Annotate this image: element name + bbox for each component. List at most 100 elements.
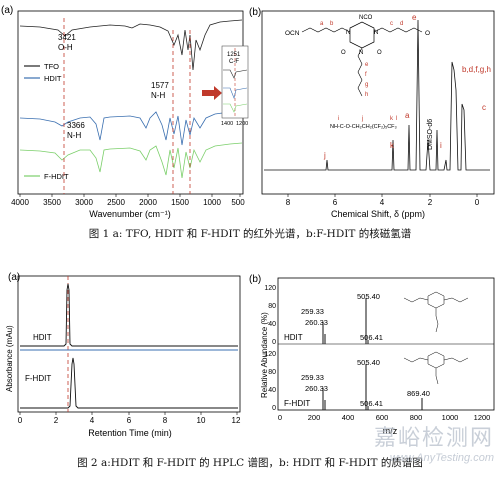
ms-bot-260: 260.33 bbox=[305, 384, 328, 393]
ms-ytick: 0 bbox=[272, 339, 276, 346]
nmr-xtick: 4 bbox=[380, 198, 385, 207]
struct-chain: NH-C-O-CH₂CH₂(CF₂)₅CF₃ bbox=[330, 124, 397, 130]
hplc-trace-fhdit bbox=[20, 357, 238, 409]
ir-xtick: 3000 bbox=[75, 198, 93, 207]
nmr-peak-a: a bbox=[405, 111, 410, 120]
ir-inset-1251: 1251 bbox=[227, 52, 241, 58]
ms-ytick: 40 bbox=[268, 321, 276, 328]
struct-l: l bbox=[396, 116, 397, 122]
ms-ytick: 80 bbox=[268, 303, 276, 310]
nmr-solvent: DMSO-d6 bbox=[427, 119, 434, 150]
struct-h: h bbox=[365, 92, 368, 98]
struct-o-left: O bbox=[341, 50, 346, 56]
ms-yticks: 120 80 40 0 120 80 40 0 bbox=[264, 285, 276, 412]
struct-f: f bbox=[365, 72, 367, 78]
nmr-xtick: 8 bbox=[286, 198, 291, 207]
struct-b: b bbox=[330, 21, 334, 27]
nmr-peak-bdfgh: b,d,f,g,h bbox=[462, 65, 491, 74]
ir-legend-hdit: HDIT bbox=[44, 74, 62, 83]
ir-trace-tfo bbox=[19, 19, 243, 71]
ms-xtick: 1200 bbox=[474, 413, 491, 422]
ms-ytick: 40 bbox=[268, 387, 276, 394]
ir-inset-tick-1200: 1200 bbox=[236, 121, 248, 127]
hplc-xtick: 2 bbox=[54, 416, 59, 425]
nmr-spectrum bbox=[264, 19, 490, 171]
struct-nco: O bbox=[425, 30, 430, 37]
fig1-panel-b: (b) NCO O O N N N OCN O a b c d e f g h … bbox=[249, 7, 495, 219]
ms-xtick: 800 bbox=[410, 413, 423, 422]
struct-k: k bbox=[390, 116, 394, 122]
ms-ytick: 0 bbox=[272, 405, 276, 412]
struct-n2: N bbox=[374, 30, 378, 36]
struct-e: e bbox=[365, 62, 369, 68]
fig1a-frame bbox=[17, 10, 244, 195]
fig2a-frame bbox=[17, 275, 241, 413]
ms-ytick: 120 bbox=[264, 351, 276, 358]
hplc-label-hdit: HDIT bbox=[33, 333, 52, 342]
ir-anno-3421: 3421 bbox=[58, 33, 76, 42]
nmr-peak-j: j bbox=[323, 151, 326, 160]
struct-o-right: O bbox=[377, 50, 382, 56]
ms-bot-259: 259.33 bbox=[301, 373, 324, 382]
struct-n1: N bbox=[346, 30, 350, 36]
ir-xticks: 4000 3500 3000 2500 2000 1500 1000 500 bbox=[11, 194, 245, 207]
hplc-xlabel: Retention Time (min) bbox=[88, 428, 172, 438]
ir-inset-cf: C-F bbox=[229, 59, 239, 65]
ms-xtick: 200 bbox=[308, 413, 321, 422]
ms-ytick: 120 bbox=[264, 285, 276, 292]
hplc-xtick: 0 bbox=[18, 416, 23, 425]
hplc-xtick: 12 bbox=[232, 416, 241, 425]
ms-xtick: 1000 bbox=[442, 413, 459, 422]
isocyanurate-structure: NCO O O N N N OCN O a b c d e f g h i j … bbox=[285, 15, 430, 130]
ir-xtick: 500 bbox=[231, 198, 245, 207]
ir-xtick: 3500 bbox=[43, 198, 61, 207]
hplc-label-fhdit: F-HDIT bbox=[25, 374, 51, 383]
ms-top-sticks bbox=[322, 298, 369, 344]
ir-xtick: 2000 bbox=[139, 198, 157, 207]
ir-legend-fhdit: F-HDIT bbox=[44, 172, 69, 181]
ms-structure-bottom-icon bbox=[403, 351, 469, 385]
fig2a-label: (a) bbox=[8, 272, 20, 283]
nmr-xticks: 8 6 4 2 0 bbox=[286, 194, 480, 207]
figure1-caption: 图 1 a: TFO, HDIT 和 F-HDIT 的红外光谱，b:F-HDIT… bbox=[88, 228, 412, 240]
ir-anno-oh: O-H bbox=[58, 43, 73, 52]
ms-top-259: 259.33 bbox=[301, 307, 324, 316]
ms-bot-506: 506.41 bbox=[360, 399, 383, 408]
ms-xtick: 0 bbox=[278, 413, 282, 422]
struct-c: c bbox=[390, 21, 393, 27]
ms-structure-top-icon bbox=[403, 291, 469, 333]
inset-arrow-icon bbox=[202, 86, 222, 100]
ms-xlabel: m/z bbox=[383, 426, 398, 436]
ms-ytick: 80 bbox=[268, 369, 276, 376]
fig2-panel-a: (a) Absorbance (mAu) HDIT F-HDIT 0 2 4 6… bbox=[5, 272, 241, 438]
ir-xtick: 1500 bbox=[171, 198, 189, 207]
ms-xtick: 400 bbox=[342, 413, 355, 422]
hplc-ylabel: Absorbance (mAu) bbox=[5, 325, 14, 392]
struct-d: d bbox=[400, 21, 403, 27]
ms-bot-869: 869.40 bbox=[407, 389, 430, 398]
ms-top-label: HDIT bbox=[284, 333, 303, 342]
ir-anno-nh1: N-H bbox=[151, 91, 165, 100]
ms-bottom-label: F-HDIT bbox=[284, 399, 310, 408]
ir-trace-fhdit bbox=[19, 142, 243, 179]
fig1-panel-a: (a) 3421 O-H 1577 N-H 3366 N-H TFO HDIT … bbox=[1, 5, 249, 219]
watermark: 嘉峪检测网 www.AnyTesting.com bbox=[374, 420, 494, 464]
fig2b-label: (b) bbox=[249, 274, 261, 285]
nmr-peak-i: i bbox=[440, 141, 442, 150]
watermark-en: www.AnyTesting.com bbox=[389, 452, 494, 464]
ir-inset: 1251 C-F 1400 1200 bbox=[221, 45, 249, 127]
hplc-trace-hdit bbox=[20, 283, 238, 347]
ms-top-505: 505.40 bbox=[357, 292, 380, 301]
ir-xlabel: Wavenumber (cm⁻¹) bbox=[89, 209, 170, 219]
hplc-xtick: 10 bbox=[197, 416, 206, 425]
nmr-peak-k: k bbox=[390, 141, 395, 150]
watermark-cn: 嘉峪检测网 bbox=[373, 426, 494, 451]
nmr-xtick: 0 bbox=[475, 198, 480, 207]
ir-anno-1577: 1577 bbox=[151, 81, 169, 90]
struct-n3: N bbox=[359, 50, 363, 56]
fig1a-label: (a) bbox=[1, 5, 13, 16]
figure2-caption: 图 2 a:HDIT 和 F-HDIT 的 HPLC 谱图，b: HDIT 和 … bbox=[77, 457, 423, 469]
hplc-xtick: 4 bbox=[90, 416, 95, 425]
ir-xtick: 4000 bbox=[11, 198, 29, 207]
